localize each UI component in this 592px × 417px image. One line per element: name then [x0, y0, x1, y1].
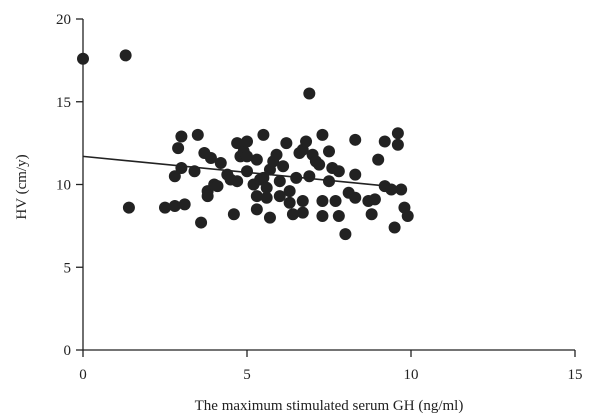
data-point: [77, 52, 89, 65]
regression-line-group: [82, 155, 389, 187]
data-point: [313, 158, 326, 171]
data-point: [349, 191, 362, 204]
data-point: [303, 170, 316, 183]
data-point: [231, 137, 244, 150]
data-point: [372, 153, 385, 166]
data-point: [201, 190, 214, 203]
data-point: [172, 142, 185, 155]
data-point: [323, 145, 335, 158]
data-point: [214, 156, 227, 169]
data-point: [241, 150, 253, 163]
data-point: [211, 180, 224, 193]
data-point: [175, 130, 188, 143]
data-point: [316, 195, 329, 208]
data-point: [316, 128, 329, 141]
data-point: [227, 208, 240, 221]
data-point: [332, 209, 345, 222]
data-point: [257, 171, 270, 184]
data-point: [323, 175, 335, 188]
data-point: [391, 127, 404, 140]
data-point: [260, 191, 273, 204]
data-point: [260, 181, 273, 194]
y-axis: 0 5 10 15 20: [56, 12, 84, 359]
data-point: [365, 208, 378, 221]
x-ticks: 0 5 10 15: [79, 350, 583, 383]
data-point: [332, 165, 345, 178]
data-point: [388, 221, 401, 234]
x-tick-label: 5: [243, 367, 251, 383]
data-point: [175, 161, 188, 174]
data-point: [277, 160, 290, 173]
data-point: [368, 193, 381, 206]
data-point: [401, 209, 414, 222]
data-point: [349, 168, 362, 181]
data-point: [270, 148, 283, 161]
y-tick-label: 5: [64, 260, 72, 276]
data-point: [286, 208, 299, 221]
data-point: [204, 152, 217, 165]
data-point: [119, 49, 132, 62]
data-point: [188, 165, 201, 178]
data-point: [250, 190, 263, 203]
data-point: [280, 137, 293, 150]
data-point: [300, 135, 313, 148]
data-point: [195, 216, 208, 229]
data-point: [283, 185, 296, 198]
data-point: [168, 200, 181, 213]
data-point: [250, 203, 263, 216]
data-point: [273, 190, 286, 203]
regression-line: [82, 155, 389, 187]
data-point: [159, 201, 171, 214]
x-axis-title: The maximum stimulated serum GH (ng/ml): [195, 398, 464, 414]
y-ticks: 0 5 10 15 20: [56, 12, 83, 359]
data-point: [349, 133, 362, 146]
y-tick-label: 15: [56, 95, 71, 111]
data-point: [122, 201, 135, 214]
data-point: [290, 171, 303, 184]
data-point: [250, 153, 263, 166]
data-point: [296, 206, 309, 219]
data-point: [316, 209, 329, 222]
y-tick-label: 0: [64, 343, 72, 359]
y-axis-title: HV (cm/y): [14, 154, 30, 219]
y-tick-label: 10: [56, 178, 71, 194]
data-point: [303, 87, 316, 100]
x-tick-label: 10: [404, 367, 419, 383]
data-point: [378, 135, 391, 148]
data-point: [191, 128, 204, 141]
data-point: [385, 183, 398, 196]
x-tick-label: 15: [568, 367, 583, 383]
data-point: [329, 195, 342, 208]
data-point: [241, 135, 253, 148]
data-point: [283, 196, 296, 209]
data-point: [263, 211, 276, 224]
data-points: [77, 49, 414, 241]
data-point: [231, 175, 244, 188]
data-point: [241, 165, 253, 178]
data-point: [273, 175, 286, 188]
data-point: [339, 228, 352, 241]
data-point: [168, 170, 181, 183]
data-point: [178, 198, 191, 211]
data-point: [296, 195, 309, 208]
x-tick-label: 0: [79, 367, 87, 383]
x-axis: 0 5 10 15: [79, 349, 583, 383]
data-point: [391, 138, 404, 151]
y-tick-label: 20: [56, 12, 71, 28]
data-point: [395, 183, 408, 196]
data-point: [257, 128, 270, 141]
